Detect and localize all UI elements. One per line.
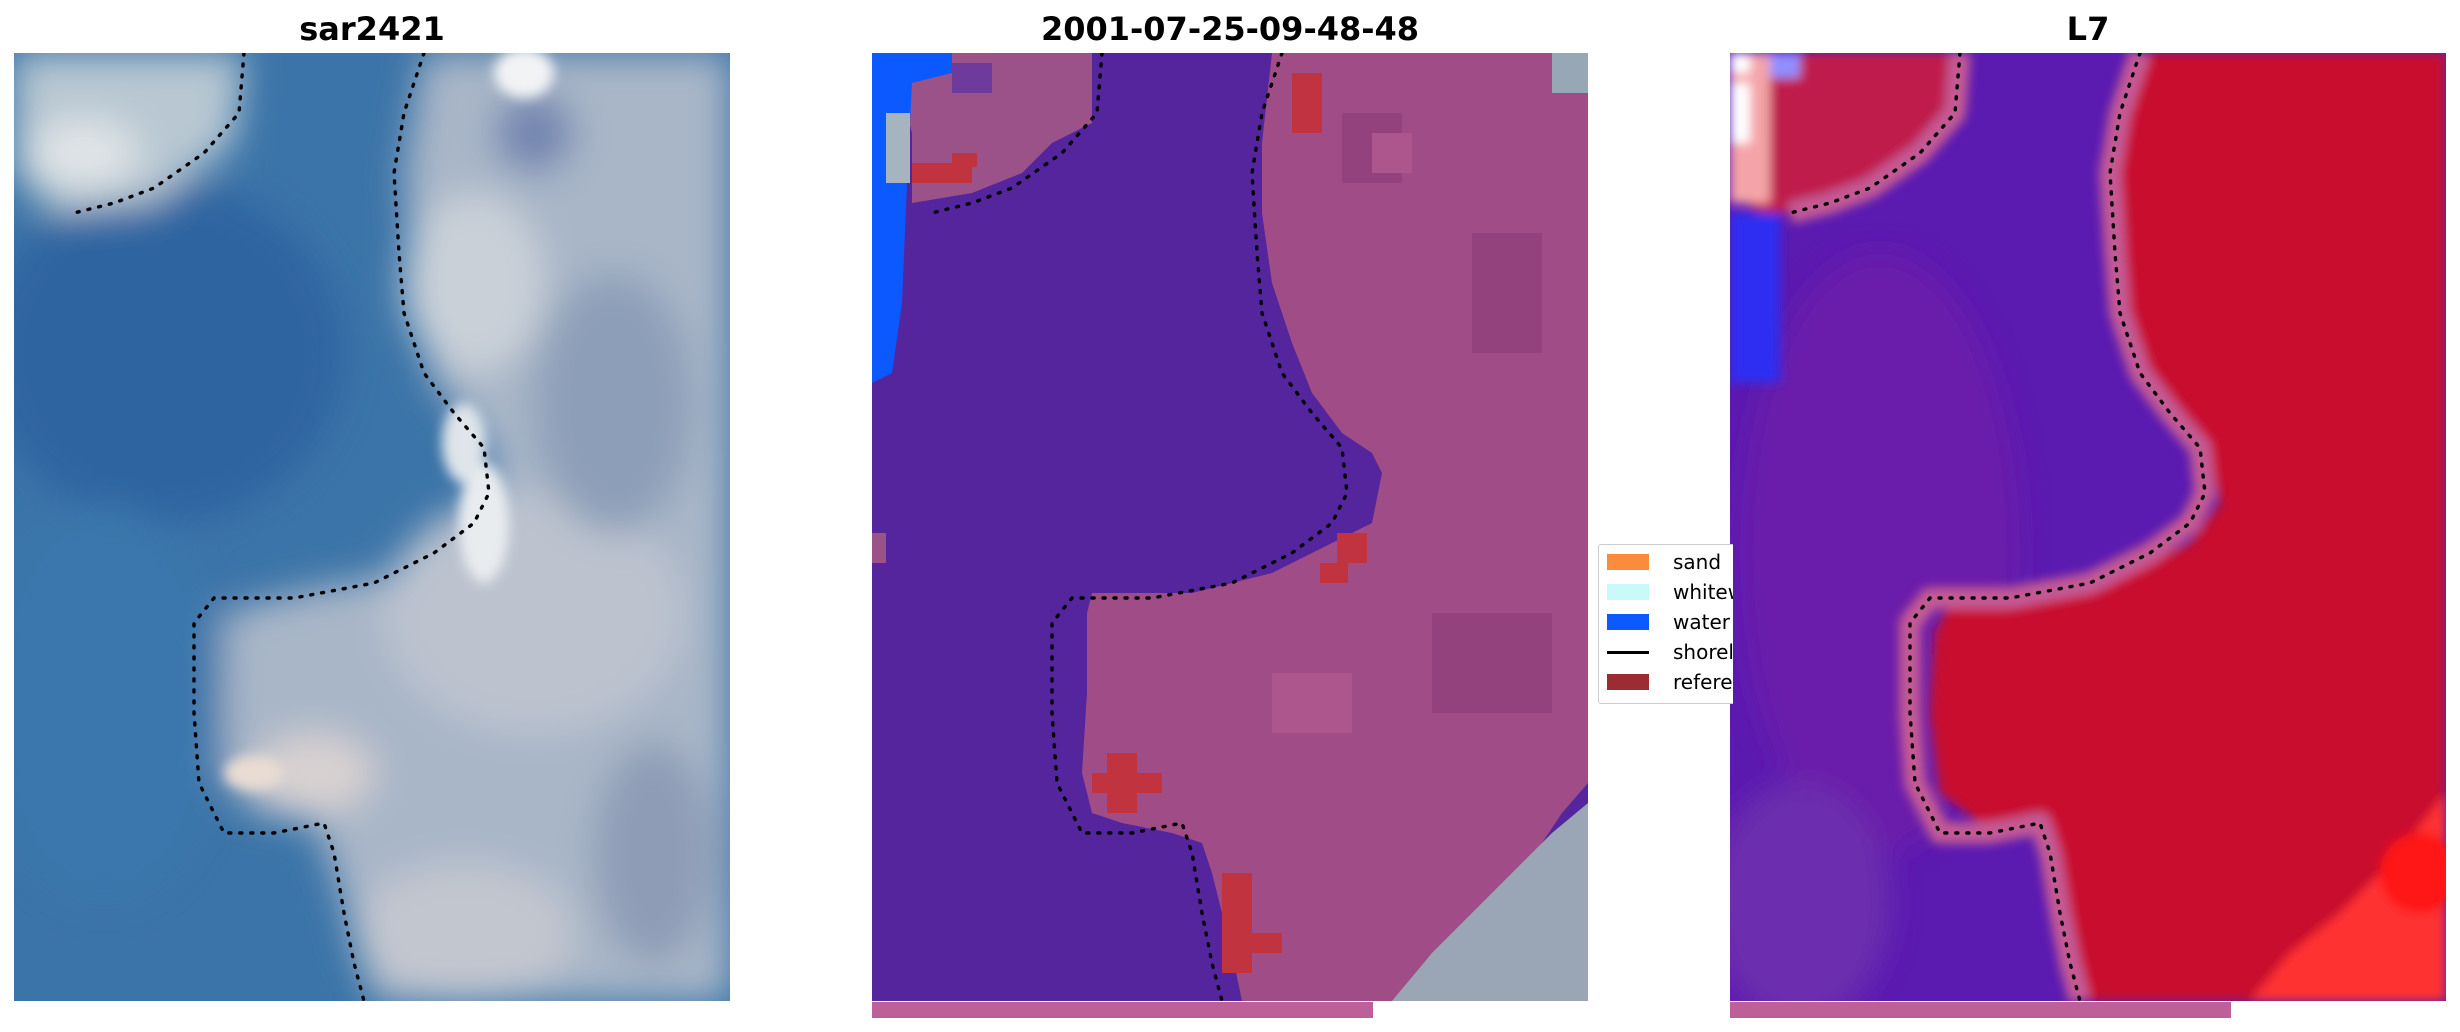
panel-title-index: L7 — [2066, 10, 2110, 48]
legend-item-sand: sand — [1607, 550, 1733, 574]
rgb-image — [14, 53, 730, 1001]
legend-item-shoreline: shoreline — [1607, 640, 1733, 664]
water-index-panel — [1730, 53, 2446, 1001]
legend-item-reference: reference — [1607, 670, 1733, 694]
whitewater-swatch — [1607, 584, 1649, 600]
progress-bar-classification — [872, 1002, 1373, 1018]
legend-item-water: water — [1607, 610, 1733, 634]
shoreline-trace — [72, 53, 491, 1001]
shoreline-line-swatch — [1607, 651, 1649, 654]
panel-title-rgb: sar2421 — [299, 10, 445, 48]
reference-swatch — [1607, 674, 1649, 690]
legend-label: water — [1673, 610, 1730, 634]
shoreline-trace — [1788, 53, 2207, 1001]
legend-label: sand — [1673, 550, 1722, 574]
classification-image — [872, 53, 1588, 1001]
progress-bar-index — [1730, 1002, 2231, 1018]
panel-title-classification: 2001-07-25-09-48-48 — [1040, 10, 1420, 48]
classification-panel — [872, 53, 1588, 1001]
rgb-image-panel — [14, 53, 730, 1001]
water-index-image — [1730, 53, 2446, 1001]
legend-label: shoreline — [1673, 640, 1733, 664]
water-swatch — [1607, 614, 1649, 630]
shoreline-trace — [930, 53, 1349, 1001]
sand-swatch — [1607, 554, 1649, 570]
legend-label: reference — [1673, 670, 1733, 694]
